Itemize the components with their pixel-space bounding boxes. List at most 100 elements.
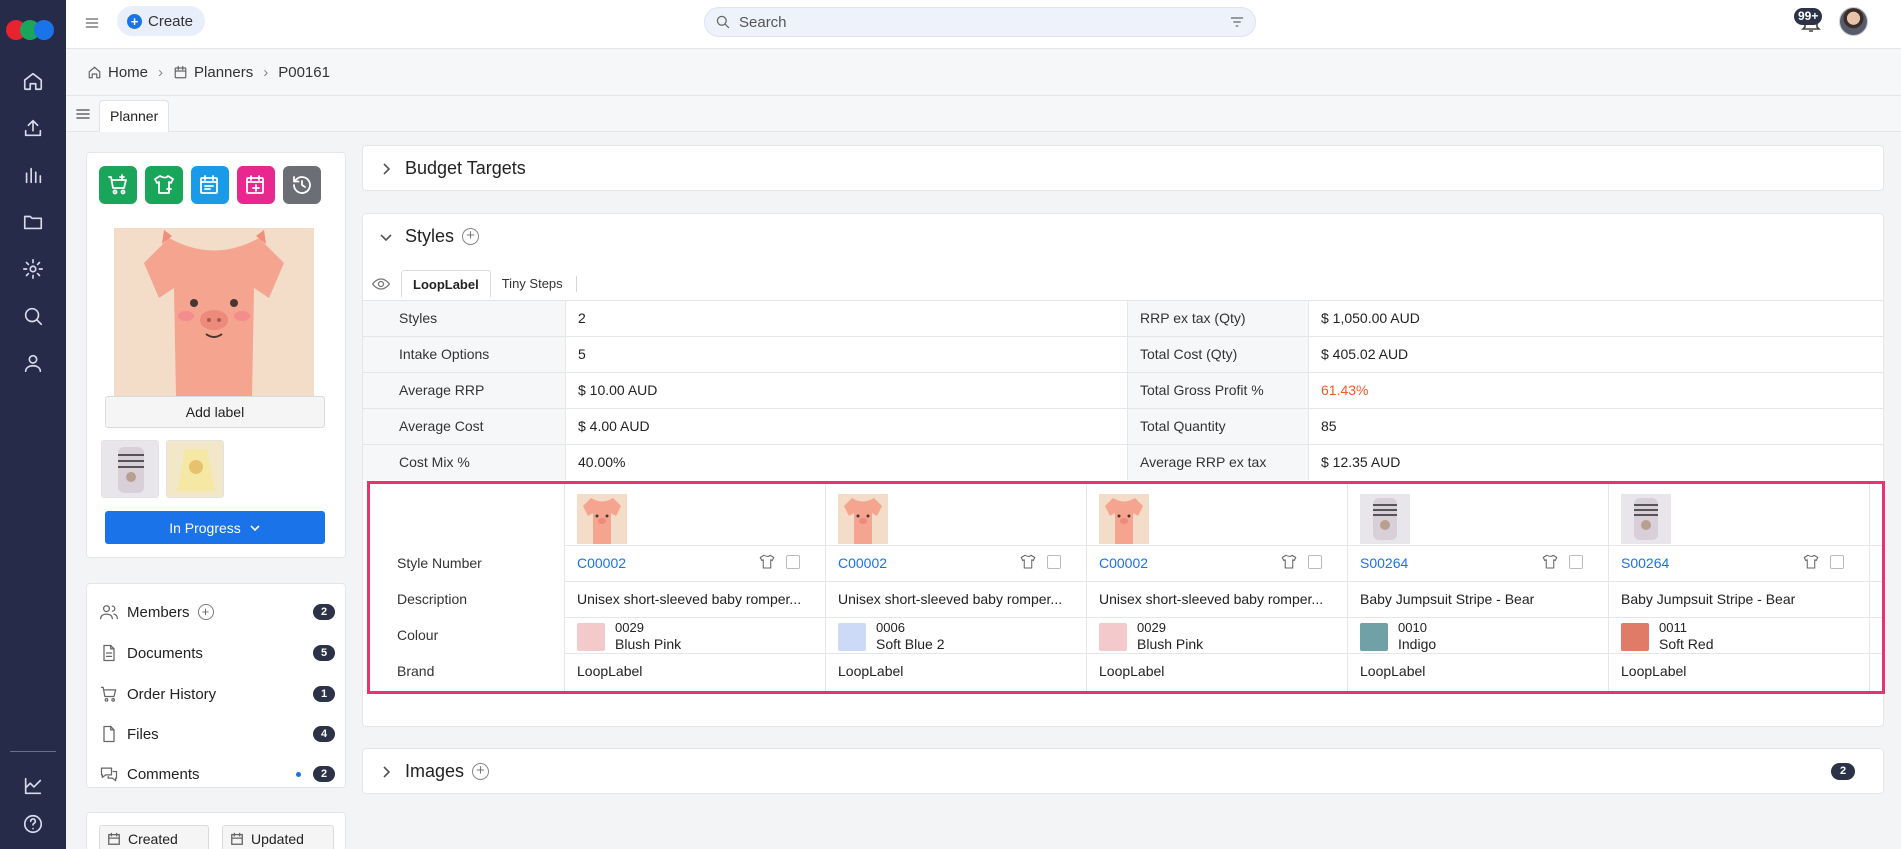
search-input[interactable] [739,13,1221,31]
budget-targets-header[interactable]: Budget Targets [379,146,526,191]
description-value: Baby Jumpsuit Stripe - Bear [1360,591,1535,607]
thumbnail-bear-jumpsuit[interactable] [101,440,159,498]
tshirt-icon[interactable] [1019,553,1037,571]
filter-icon[interactable] [1229,14,1245,30]
images-header[interactable]: Images + [379,749,490,794]
select-checkbox[interactable] [1047,555,1061,569]
rail-divider [10,751,56,752]
tab-planner[interactable]: Planner [99,100,170,132]
members-link[interactable]: Members + 2 [99,598,335,626]
comments-link[interactable]: Comments 2 [99,760,335,788]
colour-code: 0010 [1398,620,1427,635]
style-option-image[interactable] [577,494,627,544]
documents-link[interactable]: Documents 5 [99,639,335,667]
calendar-list-button[interactable] [191,166,229,204]
stats-row: Average Cost $ 4.00 AUD Total Quantity 8… [363,408,1883,444]
style-option-column: C00002 Unisex short-sleeved baby romper..… [1087,484,1348,691]
gear-icon[interactable] [19,255,47,283]
grid-label-column: Style Number Description Colour Brand [370,484,565,691]
menu-icon[interactable] [75,106,91,122]
style-number-link[interactable]: C00002 [838,555,888,571]
select-checkbox[interactable] [1569,555,1583,569]
style-option-image[interactable] [1621,494,1671,544]
eye-icon[interactable] [371,274,391,294]
order-history-link[interactable]: Order History 1 [99,680,335,708]
members-count: 2 [313,604,335,620]
create-label: Create [148,12,194,30]
brand-label: Brand [397,663,435,679]
select-checkbox[interactable] [1308,555,1322,569]
chevron-down-icon [380,233,392,241]
bar-chart-icon[interactable] [19,161,47,189]
search-icon[interactable] [19,302,47,330]
add-style-icon[interactable]: + [462,228,480,245]
styles-section: Styles + LoopLabel Tiny Steps Styles 2 R… [362,213,1885,727]
tshirt-icon[interactable] [1280,553,1298,571]
images-count: 2 [1831,763,1855,780]
app-logo[interactable] [6,20,60,40]
add-label-button[interactable]: Add label [105,396,325,428]
breadcrumb-planners[interactable]: Planners [173,64,253,81]
calendar-add-icon [246,175,264,194]
style-number-link[interactable]: C00002 [1099,555,1149,571]
colour-swatch [838,623,866,651]
tab-tiny-steps[interactable]: Tiny Steps [501,276,563,291]
styles-title: Styles [405,226,455,246]
gross-profit-value: 61.43% [1308,373,1883,408]
tshirt-icon[interactable] [1541,553,1559,571]
breadcrumb-current: P00161 [278,63,330,81]
tab-looplabel[interactable]: LoopLabel [401,270,491,298]
status-dropdown[interactable]: In Progress [105,511,325,544]
upload-icon[interactable] [19,114,47,142]
people-icon [100,605,118,620]
plus-icon: + [127,13,142,29]
cart-add-icon [108,174,127,195]
description-value: Unisex short-sleeved baby romper... [577,591,802,607]
tshirt-icon[interactable] [758,553,776,571]
home-icon[interactable] [19,67,47,95]
menu-icon[interactable] [82,13,102,33]
colour-name: Blush Pink [1137,636,1204,652]
select-checkbox[interactable] [1830,555,1844,569]
select-checkbox[interactable] [786,555,800,569]
search-bar[interactable] [704,7,1256,37]
files-link[interactable]: Files 4 [99,720,335,748]
style-option-image[interactable] [1360,494,1410,544]
product-image[interactable] [114,228,314,396]
help-icon[interactable] [19,810,47,838]
avatar[interactable] [1839,7,1868,36]
thumbnail-yellow-dress[interactable] [166,440,224,498]
tshirt-add-button[interactable] [145,166,183,204]
user-icon[interactable] [19,349,47,377]
tshirt-icon[interactable] [1802,553,1820,571]
style-option-image[interactable] [1099,494,1149,544]
brand-value: LoopLabel [577,663,643,679]
brand-value: LoopLabel [1621,663,1687,679]
folder-icon[interactable] [19,208,47,236]
history-button[interactable] [283,166,321,204]
colour-name: Soft Blue 2 [876,636,945,652]
calendar-add-button[interactable] [237,166,275,204]
chevron-down-icon [250,524,260,531]
style-option-column: S00264 Baby Jumpsuit Stripe - Bear 0011 Sof… [1609,484,1870,691]
updated-button[interactable]: Updated [222,825,334,849]
brand-value: LoopLabel [1360,663,1426,679]
style-number-link[interactable]: C00002 [577,555,627,571]
style-number-label: Style Number [397,555,482,571]
styles-header[interactable]: Styles + [379,214,480,259]
cart-add-button[interactable] [99,166,137,204]
calendar-icon [231,832,243,845]
breadcrumb-home[interactable]: Home [87,64,148,81]
report-icon[interactable] [19,772,47,800]
chevron-right-icon: › [263,63,269,81]
add-image-icon[interactable]: + [472,763,490,780]
comments-count: 2 [313,766,335,782]
sub-tab-bar: Planner [66,96,1901,132]
style-number-link[interactable]: S00264 [1360,555,1409,571]
create-button[interactable]: + Create [117,6,206,36]
created-button[interactable]: Created [99,825,209,849]
style-option-image[interactable] [838,494,888,544]
add-member-icon[interactable]: + [197,604,214,620]
colour-name: Soft Red [1659,636,1714,652]
style-number-link[interactable]: S00264 [1621,555,1670,571]
